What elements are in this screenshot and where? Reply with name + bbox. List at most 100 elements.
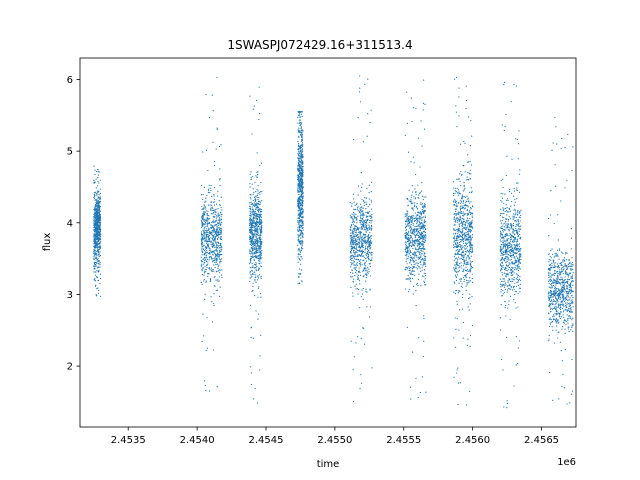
data-point xyxy=(301,138,304,140)
data-point xyxy=(97,185,99,187)
data-point xyxy=(471,295,473,298)
data-point xyxy=(204,206,206,208)
data-point xyxy=(467,261,469,263)
data-point xyxy=(469,173,471,175)
data-point xyxy=(298,214,301,216)
data-point xyxy=(354,267,356,269)
data-point xyxy=(217,267,219,269)
data-point xyxy=(414,247,416,249)
data-point xyxy=(464,224,466,226)
data-point xyxy=(298,215,301,217)
data-point xyxy=(406,278,408,280)
data-point xyxy=(100,233,102,236)
data-point xyxy=(94,239,97,241)
data-point xyxy=(468,251,470,253)
data-point xyxy=(423,269,425,271)
data-point xyxy=(420,285,422,287)
data-point xyxy=(95,178,97,180)
data-point xyxy=(220,242,222,244)
data-point xyxy=(215,271,218,273)
data-point xyxy=(215,242,217,245)
data-point xyxy=(424,240,427,242)
data-point xyxy=(95,232,97,234)
data-point xyxy=(469,226,471,229)
data-point xyxy=(424,228,427,230)
data-point xyxy=(205,254,208,256)
data-point xyxy=(469,241,471,243)
data-point xyxy=(302,195,304,197)
data-point xyxy=(423,245,425,247)
data-point xyxy=(252,285,254,288)
data-point xyxy=(252,199,255,202)
data-point xyxy=(251,256,253,259)
data-point xyxy=(300,186,302,188)
data-point xyxy=(407,232,409,234)
data-point xyxy=(217,279,219,281)
data-point xyxy=(467,205,469,207)
data-point xyxy=(459,180,461,183)
data-point xyxy=(97,231,99,234)
data-point xyxy=(302,166,304,168)
data-point xyxy=(357,293,359,295)
data-point xyxy=(355,258,357,260)
data-point xyxy=(452,267,455,269)
data-point xyxy=(93,195,96,198)
data-point xyxy=(413,239,415,242)
data-point xyxy=(252,204,254,206)
data-point xyxy=(423,222,425,224)
data-point xyxy=(423,204,425,206)
data-point xyxy=(252,282,254,284)
data-point xyxy=(249,249,251,251)
data-point xyxy=(359,387,361,389)
data-point xyxy=(216,263,219,265)
data-point xyxy=(361,225,363,227)
data-point xyxy=(256,217,259,219)
data-point xyxy=(252,337,255,339)
data-point xyxy=(201,250,203,252)
data-point xyxy=(404,288,407,290)
data-point xyxy=(462,233,465,235)
data-point xyxy=(252,227,254,229)
data-point xyxy=(469,240,471,242)
data-point xyxy=(206,246,208,248)
data-point xyxy=(419,242,422,244)
data-point xyxy=(352,292,354,294)
data-point xyxy=(302,236,304,238)
data-point xyxy=(363,226,365,228)
data-point xyxy=(201,265,203,267)
data-point xyxy=(519,283,521,285)
data-point xyxy=(420,233,423,235)
data-point xyxy=(406,267,408,269)
data-point xyxy=(260,277,262,280)
data-point xyxy=(466,245,469,248)
data-point xyxy=(99,264,101,266)
data-point xyxy=(202,236,204,238)
data-point xyxy=(358,245,361,248)
data-point xyxy=(417,224,420,226)
data-point xyxy=(356,242,358,245)
data-point xyxy=(97,201,99,203)
data-point xyxy=(456,246,458,248)
data-point xyxy=(512,236,515,239)
data-point xyxy=(298,249,300,251)
data-point xyxy=(253,191,255,194)
data-point xyxy=(252,175,254,178)
data-point xyxy=(299,208,301,210)
data-point xyxy=(94,257,97,259)
data-point xyxy=(422,250,424,253)
data-point xyxy=(415,377,417,380)
data-point xyxy=(298,196,301,199)
data-point xyxy=(357,277,360,279)
data-point xyxy=(259,201,261,203)
data-point xyxy=(509,268,511,270)
data-point xyxy=(211,226,213,228)
data-point xyxy=(367,248,369,251)
data-point xyxy=(216,219,218,221)
data-point xyxy=(93,267,95,270)
data-point xyxy=(99,241,101,243)
data-point xyxy=(203,254,205,256)
data-point xyxy=(424,203,426,205)
data-point xyxy=(422,264,424,266)
data-point xyxy=(416,202,418,205)
data-point xyxy=(408,266,410,268)
